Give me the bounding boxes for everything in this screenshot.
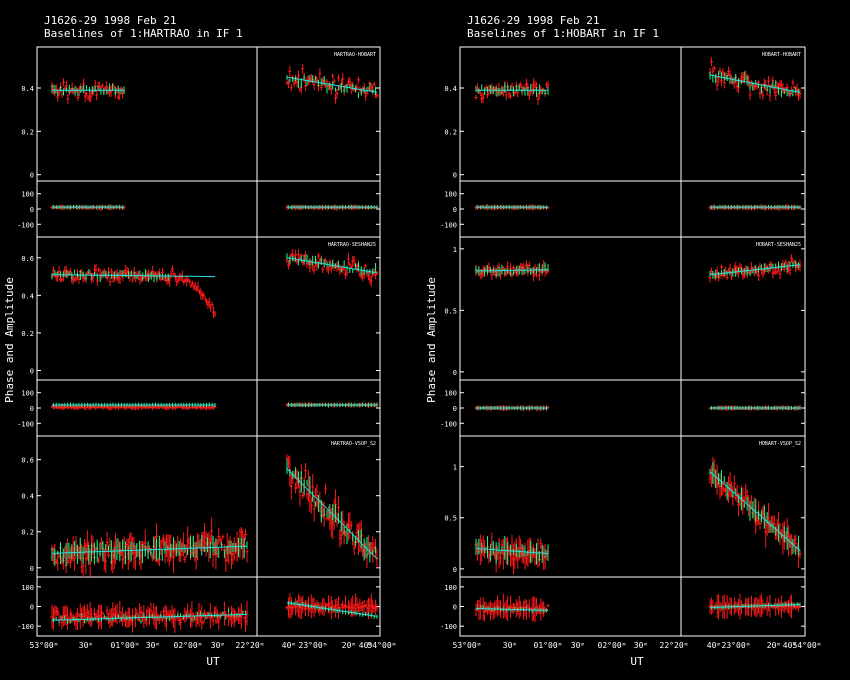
x-tick-label: 01°00ᵐ	[111, 641, 140, 650]
amplitude-tick-label: 0	[453, 172, 457, 180]
phase-tick-label: 0	[453, 405, 457, 413]
amplitude-tick-label: 0.2	[21, 330, 34, 338]
phase-tick-label: -100	[17, 221, 34, 229]
x-tick-label: 54°00ᵐ	[793, 641, 822, 650]
phase-fit-line	[286, 602, 378, 617]
phase-fit-line	[709, 604, 801, 608]
baseline-label: HARTRAO-HOBART	[334, 52, 376, 58]
x-tick-label: 54°00ᵐ	[368, 641, 397, 650]
phase-tick-label: 100	[444, 584, 457, 592]
baseline-label: HOBART-HOBART	[762, 52, 801, 58]
y-axis-label: Phase and Amplitude	[3, 277, 16, 403]
x-tick-label: 30ᵐ	[211, 641, 225, 650]
amplitude-panel-frame	[36, 236, 381, 381]
x-tick-label: 02°00ᵐ	[598, 641, 627, 650]
chart-subtitle: Baselines of 1:HARTRAO in IF 1	[44, 27, 243, 40]
phase-tick-label: 0	[453, 206, 457, 214]
phase-fit-line	[475, 607, 549, 611]
phase-fit-line	[51, 613, 248, 621]
amplitude-tick-label: 0.4	[21, 85, 34, 93]
x-axis-label: UT	[206, 655, 220, 668]
phase-tick-label: 0	[453, 604, 457, 612]
amplitude-fit-line	[51, 545, 248, 554]
amplitude-tick-label: 0.2	[21, 529, 34, 537]
phase-tick-label: 100	[21, 584, 34, 592]
x-tick-label: 22°20ᵐ	[236, 641, 265, 650]
phase-tick-label: -100	[440, 221, 457, 229]
amplitude-tick-label: 0	[453, 566, 457, 574]
amplitude-tick-label: 1	[453, 464, 457, 472]
y-axis-label: Phase and Amplitude	[425, 277, 438, 403]
x-tick-label: 23°00ᵐ	[722, 641, 751, 650]
x-tick-label: 02°00ᵐ	[174, 641, 203, 650]
chart-right: J1626-29 1998 Feb 21 Baselines of 1:HOBA…	[425, 14, 821, 668]
x-tick-label: 40ᵐ	[783, 641, 797, 650]
chart-left: J1626-29 1998 Feb 21 Baselines of 1:HART…	[3, 14, 396, 668]
amplitude-fit-line	[286, 76, 378, 93]
x-tick-label: 30ᵐ	[503, 641, 517, 650]
x-tick-label: 23°00ᵐ	[299, 641, 328, 650]
amplitude-tick-label: 0.6	[21, 457, 34, 465]
x-tick-label: 01°00ᵐ	[534, 641, 563, 650]
amplitude-fit-line	[286, 468, 378, 560]
baseline-label: HOBART-VSOP_S2	[759, 441, 801, 447]
x-tick-label: 40ᵐ	[282, 641, 296, 650]
phase-tick-label: 100	[21, 191, 34, 199]
amplitude-fit-line	[475, 269, 548, 272]
x-tick-label: 30ᵐ	[571, 641, 585, 650]
amplitude-tick-label: 0	[30, 565, 34, 573]
x-tick-label: 30ᵐ	[79, 641, 93, 650]
phase-tick-label: 0	[30, 206, 34, 214]
phase-tick-label: -100	[440, 623, 457, 631]
amplitude-panel-frame	[459, 46, 806, 182]
phase-tick-label: -100	[440, 420, 457, 428]
x-tick-label: 30ᵐ	[634, 641, 648, 650]
phase-tick-label: -100	[17, 623, 34, 631]
amplitude-fit-line	[709, 471, 801, 551]
baseline-label: HARTRAO-SESHAN25	[328, 242, 376, 248]
x-tick-label: 22°20ᵐ	[660, 641, 689, 650]
x-tick-label: 40ᵐ	[359, 641, 373, 650]
phase-tick-label: 100	[444, 191, 457, 199]
amplitude-tick-label: 0.6	[21, 255, 34, 263]
baseline-label: HARTRAO-VSOP_S2	[331, 441, 376, 447]
amplitude-tick-label: 0.2	[21, 128, 34, 136]
baseline-label: HOBART-SESHAN25	[756, 242, 801, 248]
amplitude-tick-label: 0	[30, 367, 34, 375]
x-tick-label: 40ᵐ	[707, 641, 721, 650]
chart-subtitle: Baselines of 1:HOBART in IF 1	[467, 27, 659, 40]
phase-tick-label: 0	[30, 604, 34, 612]
x-tick-label: 53°00ᵐ	[453, 641, 482, 650]
x-tick-label: 20ᵐ	[767, 641, 781, 650]
amplitude-tick-label: 0.4	[444, 85, 457, 93]
amplitude-tick-label: 0.5	[444, 515, 457, 523]
x-tick-label: 30ᵐ	[146, 641, 160, 650]
amplitude-panel-frame	[36, 46, 381, 182]
x-tick-label: 53°00ᵐ	[30, 641, 59, 650]
amplitude-tick-label: 1	[453, 246, 457, 254]
phase-tick-label: 100	[444, 390, 457, 398]
amplitude-tick-label: 0.4	[21, 292, 34, 300]
amplitude-panel-frame	[459, 236, 806, 381]
amplitude-tick-label: 0.4	[21, 493, 34, 501]
amplitude-tick-label: 0	[453, 369, 457, 377]
amplitude-tick-label: 0.2	[444, 128, 457, 136]
chart-title: J1626-29 1998 Feb 21	[44, 14, 176, 27]
amplitude-fit-line	[709, 74, 801, 93]
x-axis-label: UT	[630, 655, 644, 668]
amplitude-fit-line	[51, 274, 216, 278]
amplitude-fit-line	[709, 264, 801, 276]
amplitude-tick-label: 0	[30, 172, 34, 180]
chart-title: J1626-29 1998 Feb 21	[467, 14, 599, 27]
x-tick-label: 20ᵐ	[342, 641, 356, 650]
phase-tick-label: 0	[30, 405, 34, 413]
phase-tick-label: -100	[17, 420, 34, 428]
amplitude-fit-line	[286, 257, 378, 274]
phase-tick-label: 100	[21, 390, 34, 398]
amplitude-tick-label: 0.5	[444, 307, 457, 315]
amplitude-fit-line	[475, 547, 549, 554]
